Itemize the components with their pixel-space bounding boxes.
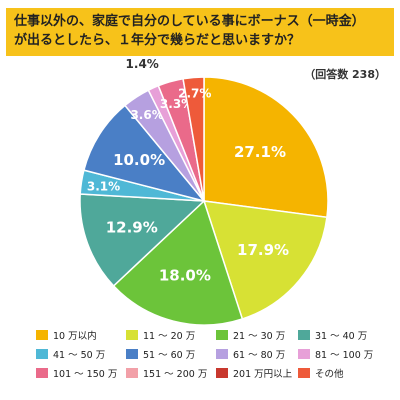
legend-swatch <box>216 349 228 359</box>
slice-data-label: 18.0% <box>159 266 211 284</box>
legend-item: 151 ～ 200 万 <box>126 366 207 380</box>
legend-swatch <box>298 349 310 359</box>
slice-data-label: 1.4% <box>126 57 159 71</box>
legend-item: 201 万円以上 <box>216 366 292 380</box>
legend-swatch <box>298 330 310 340</box>
slice-data-label: 3.6% <box>130 108 163 122</box>
legend-label: 81 ～ 100 万 <box>315 350 374 361</box>
legend-label: 41 ～ 50 万 <box>53 350 106 361</box>
legend-swatch <box>126 368 138 378</box>
legend-label: 61 ～ 80 万 <box>233 350 286 361</box>
legend-item: 11 ～ 20 万 <box>126 328 195 342</box>
slice-data-label: 10.0% <box>113 151 165 169</box>
legend-swatch <box>126 330 138 340</box>
pie-slice <box>203 76 329 219</box>
legend-swatch <box>36 368 48 378</box>
slice-data-label: 17.9% <box>237 241 289 259</box>
legend-item: 21 ～ 30 万 <box>216 328 285 342</box>
legend-label: 10 万以内 <box>53 331 97 342</box>
legend-swatch <box>298 368 310 378</box>
pie-slice <box>202 200 328 320</box>
legend-label: 21 ～ 30 万 <box>233 331 286 342</box>
legend-label: 31 ～ 40 万 <box>315 331 368 342</box>
legend-label: 151 ～ 200 万 <box>143 369 208 380</box>
legend-swatch <box>216 368 228 378</box>
slice-data-label: 2.7% <box>178 86 211 100</box>
slice-data-label: 3.3% <box>160 97 193 111</box>
legend-item: 61 ～ 80 万 <box>216 347 285 361</box>
slice-data-label: 12.9% <box>106 218 158 236</box>
pie-chart: 27.1% 17.9% 18.0% 12.9% 3.1% 10.0% 3.6% 1.4% 3.3… <box>79 57 329 326</box>
legend-swatch <box>216 330 228 340</box>
pie-slice <box>79 193 206 287</box>
legend-swatch <box>36 330 48 340</box>
legend-label: 101 ～ 150 万 <box>53 369 118 380</box>
legend-label: 11 ～ 20 万 <box>143 331 196 342</box>
pie-slice <box>112 199 244 326</box>
legend-label: 51 ～ 60 万 <box>143 350 196 361</box>
legend-item: 10 万以内 <box>36 328 97 342</box>
chart-title-line-1: 仕事以外の、家庭で自分のしている事にボーナス（一時金） <box>14 14 365 29</box>
slice-data-label: 3.1% <box>87 179 120 193</box>
legend-label: その他 <box>315 369 344 380</box>
legend-item: 41 ～ 50 万 <box>36 347 105 361</box>
respondent-count: （回答数 238） <box>304 68 386 81</box>
legend-label: 201 万円以上 <box>233 369 293 380</box>
legend-item: その他 <box>298 366 344 380</box>
chart-title-banner: 仕事以外の、家庭で自分のしている事にボーナス（一時金） が出るとしたら、１年分で… <box>6 8 394 56</box>
legend-item: 81 ～ 100 万 <box>298 347 373 361</box>
legend-item: 31 ～ 40 万 <box>298 328 367 342</box>
legend-swatch <box>36 349 48 359</box>
pie-slice <box>182 76 205 202</box>
legend-swatch <box>126 349 138 359</box>
slice-data-label: 27.1% <box>234 143 286 161</box>
legend-item: 51 ～ 60 万 <box>126 347 195 361</box>
chart-title-line-2: が出るとしたら、１年分で幾らだと思いますか？ <box>14 33 301 48</box>
pie-slice <box>82 104 207 203</box>
legend-item: 101 ～ 150 万 <box>36 366 117 380</box>
